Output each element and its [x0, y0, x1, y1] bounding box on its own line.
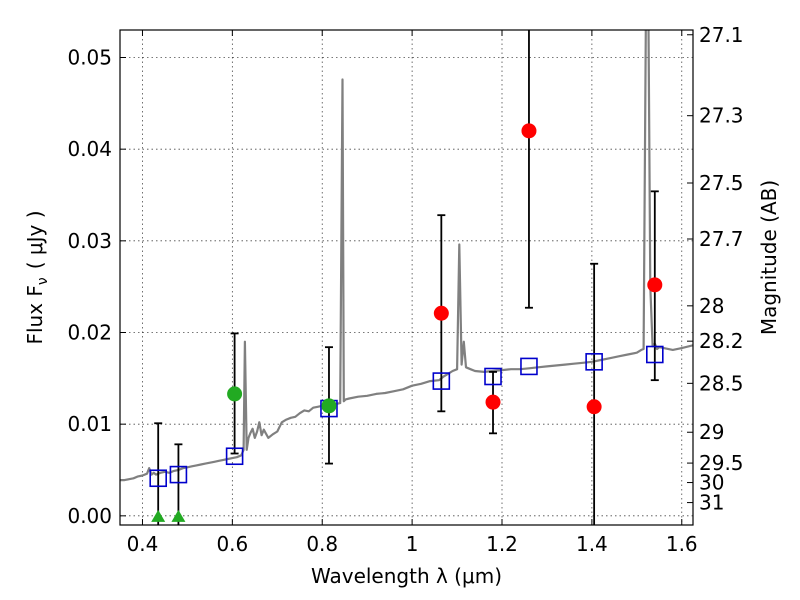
x-tick-label: 0.4 [127, 532, 159, 556]
sed-model-line [120, 30, 693, 482]
model-photometry-square [149, 469, 167, 488]
upper-limit-triangle [171, 509, 186, 522]
observed-flux-point [586, 399, 602, 415]
mag-tick-label: 28 [699, 294, 724, 318]
tick-layer: 0.4 0.6 0.8 1 1.2 1.4 1.6 0.00 0.01 0.02 0.03 0.04 0… [67, 23, 743, 556]
model-photometry-square [225, 447, 244, 466]
y-axis-label-subscript: ν [35, 277, 51, 285]
y-axis-label: Flux Fν ( μJy ) [23, 210, 51, 344]
mag-tick-label: 30 [699, 471, 724, 495]
plot-frame [119, 29, 694, 526]
model-photometry-square [432, 372, 451, 390]
model-photometry-square [520, 357, 538, 376]
mag-tick-label: 28.2 [699, 329, 744, 353]
y-tick-label: 0.04 [67, 137, 112, 161]
model-photometry-square [484, 367, 502, 386]
y-tick-label: 0.00 [67, 504, 112, 528]
y-axis-label-unit: ( μJy ) [23, 210, 47, 269]
observed-flux-point [433, 305, 449, 321]
observed-flux-point [485, 394, 501, 410]
observed-flux-point [647, 277, 663, 293]
mag-tick-label: 29.5 [699, 451, 744, 475]
grid-layer [120, 30, 693, 525]
mag-tick-label: 29 [699, 420, 724, 444]
model-photometry-square [585, 353, 603, 371]
x-axis-label: Wavelength λ (μm) [311, 564, 502, 588]
magnitude-axis-label: Magnitude (AB) [757, 180, 781, 335]
x-tick-label: 1 [406, 532, 419, 556]
observed-flux-point [521, 123, 537, 139]
model-photometry-square [645, 345, 664, 364]
y-tick-label: 0.05 [67, 46, 112, 70]
y-tick-label: 0.03 [67, 229, 112, 253]
x-tick-label: 0.6 [216, 532, 248, 556]
y-axis-label-main: Flux F [23, 285, 47, 344]
x-tick-label: 0.8 [306, 532, 338, 556]
mag-tick-label: 31 [699, 491, 724, 515]
model-photometry-square [169, 465, 188, 484]
mag-tick-label: 27.3 [699, 104, 744, 128]
y-tick-label: 0.02 [67, 321, 112, 345]
x-tick-label: 1.4 [576, 532, 608, 556]
mag-tick-label: 27.1 [699, 23, 744, 47]
y-tick-label: 0.01 [67, 412, 112, 436]
mag-tick-label: 27.5 [699, 171, 744, 195]
mag-tick-label: 27.7 [699, 227, 744, 251]
x-tick-label: 1.6 [666, 532, 698, 556]
mag-tick-label: 28.5 [699, 371, 744, 395]
observed-flux-point [321, 398, 337, 414]
upper-limit-triangle [151, 509, 166, 522]
x-tick-label: 1.2 [486, 532, 518, 556]
data-layer [120, 30, 693, 525]
observed-flux-point [227, 386, 243, 402]
